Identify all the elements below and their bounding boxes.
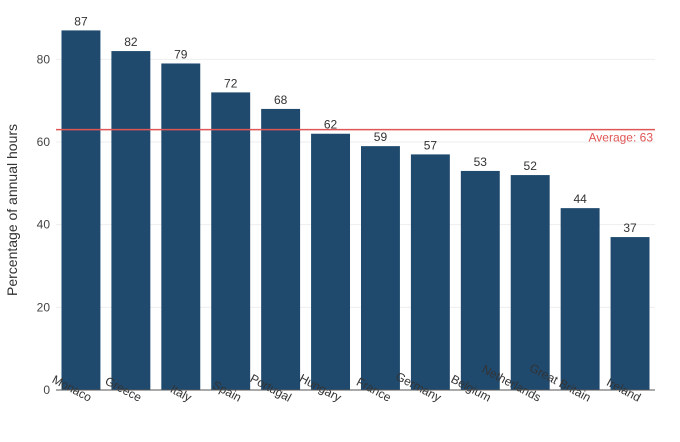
y-tick-label: 20 [37,300,51,314]
data-label: 37 [623,221,637,235]
bar [610,237,650,390]
bar [261,108,301,390]
data-label: 53 [474,155,488,169]
bar [460,170,500,390]
data-label: 72 [224,76,238,90]
data-label: 57 [424,138,438,152]
bar [311,133,351,390]
bar [560,208,600,390]
data-label: 79 [174,47,188,61]
bar [211,92,251,391]
data-label: 52 [524,159,538,173]
data-label: 59 [374,130,388,144]
bar [161,63,201,390]
data-label: 44 [573,192,587,206]
y-tick-label: 80 [37,52,51,66]
gridlines [56,58,655,308]
bar [61,30,101,391]
bar [510,175,550,390]
data-label: 87 [74,14,88,28]
data-label: 82 [124,35,138,49]
y-tick-label: 0 [43,383,50,397]
bars [61,30,650,391]
y-tick-label: 60 [37,135,51,149]
data-label: 62 [324,118,338,132]
y-tick-label: 40 [37,218,51,232]
y-axis-ticks: 0 20 40 60 80 [37,52,51,397]
data-label: 68 [274,93,288,107]
bar [410,154,450,390]
y-axis-title: Percentage of annual hours [4,124,20,296]
average-label: Average: 63 [589,131,654,145]
bar [360,146,400,390]
data-labels: 87 82 79 72 68 62 59 57 53 52 44 37 [74,14,637,235]
bar [111,51,151,391]
